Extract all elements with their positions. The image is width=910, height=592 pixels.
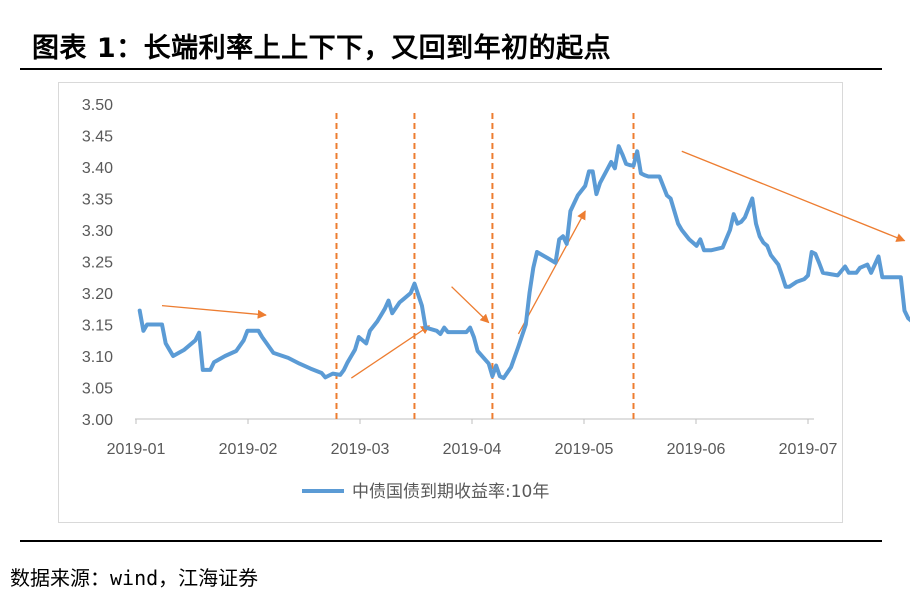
chart-frame [58, 82, 843, 523]
x-axis-tick-labels: 2019-01 2019-02 2019-03 2019-04 2019-05 2019-… [107, 441, 838, 458]
legend: 中债国债到期收益率:10年 [302, 482, 549, 502]
chart-title: 图表 1：长端利率上上下下，又回到年初的起点 [32, 33, 612, 64]
trend-arrows [161, 150, 906, 379]
title-underline [20, 68, 882, 70]
x-tick-label: 2019-05 [555, 441, 614, 458]
series-line-10y-yield [137, 144, 910, 381]
y-tick-label: 3.15 [82, 318, 113, 335]
y-tick-label: 3.25 [82, 255, 113, 272]
trend-arrow [681, 150, 906, 242]
x-tick-label: 2019-04 [443, 441, 502, 458]
footer-rule [20, 540, 882, 542]
y-tick-label: 3.30 [82, 223, 113, 240]
trend-arrow [517, 210, 586, 335]
x-tick-label: 2019-01 [107, 441, 166, 458]
dashed-reference-lines [335, 113, 635, 419]
trend-arrow [161, 304, 267, 319]
x-tick-label: 2019-06 [667, 441, 726, 458]
y-tick-label: 3.40 [82, 160, 113, 177]
x-tick-label: 2019-07 [779, 441, 838, 458]
y-tick-label: 3.50 [82, 97, 113, 114]
legend-label: 中债国债到期收益率:10年 [352, 482, 549, 502]
y-tick-label: 3.00 [82, 412, 113, 429]
trend-arrow [451, 286, 490, 324]
source-note: 数据来源：wind，江海证券 [10, 566, 259, 590]
y-tick-label: 3.35 [82, 192, 113, 209]
x-axis-ticks [135, 419, 809, 424]
x-tick-label: 2019-02 [219, 441, 278, 458]
trend-arrow [350, 325, 431, 379]
y-tick-label: 3.45 [82, 129, 113, 146]
y-axis-tick-labels: 3.00 3.05 3.10 3.15 3.20 3.25 3.30 3.35 3.40 3.45… [82, 97, 113, 429]
y-tick-label: 3.05 [82, 381, 113, 398]
y-tick-label: 3.20 [82, 286, 113, 303]
y-tick-label: 3.10 [82, 349, 113, 366]
x-tick-label: 2019-03 [331, 441, 390, 458]
